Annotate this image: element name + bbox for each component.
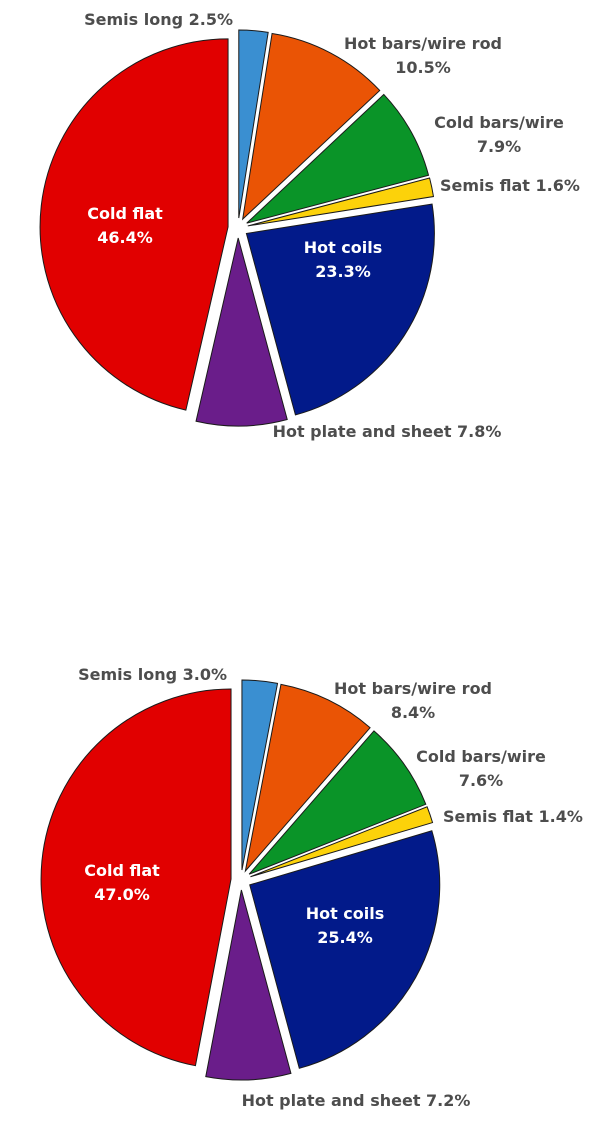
label-cold-bars: Cold bars/wire [434, 113, 564, 132]
pie-slice-semis-long [241, 679, 279, 871]
label-cold-bars-value: 7.9% [477, 137, 521, 156]
label-cold-flat: Cold flat [84, 861, 160, 880]
pie-slice-hot-bars [244, 683, 371, 873]
pie-slice-hot-coils [245, 203, 435, 416]
label-cold-bars-value: 7.6% [459, 771, 503, 790]
pie-slice-cold-bars [246, 93, 430, 224]
label-hot-coils: Hot coils [306, 904, 385, 923]
label-hot-bars: Hot bars/wire rod [344, 34, 502, 53]
label-hot-plate: Hot plate and sheet 7.8% [273, 422, 502, 441]
pie-slice-hot-bars [241, 32, 381, 221]
label-hot-bars: Hot bars/wire rod [334, 679, 492, 698]
pie-slice-semis-long [238, 29, 269, 219]
pie-slice-semis-flat [247, 177, 435, 227]
pie-slice-cold-flat [40, 688, 232, 1067]
label-hot-coils-value: 25.4% [317, 928, 373, 947]
pie-slice-semis-flat [250, 806, 434, 878]
pie-slice-hot-plate [205, 889, 292, 1081]
label-semis-flat: Semis flat 1.6% [440, 176, 580, 195]
pie-slice-cold-bars [248, 730, 427, 875]
label-hot-plate: Hot plate and sheet 7.2% [242, 1091, 471, 1110]
pie-chart-1: Semis long 2.5% Hot bars/wire rod 10.5% … [39, 10, 580, 441]
label-semis-long: Semis long 2.5% [84, 10, 233, 29]
pie-chart-2: Semis long 3.0% Hot bars/wire rod 8.4% C… [40, 665, 583, 1110]
label-hot-bars-value: 10.5% [395, 58, 451, 77]
pie-slice-hot-plate [195, 237, 288, 427]
label-cold-flat: Cold flat [87, 204, 163, 223]
label-semis-long: Semis long 3.0% [78, 665, 227, 684]
label-cold-flat-value: 46.4% [97, 228, 153, 247]
label-hot-coils-value: 23.3% [315, 262, 371, 281]
label-cold-flat-value: 47.0% [94, 885, 150, 904]
pie-slice-hot-coils [249, 830, 441, 1069]
label-semis-flat: Semis flat 1.4% [443, 807, 583, 826]
label-hot-bars-value: 8.4% [391, 703, 435, 722]
label-cold-bars: Cold bars/wire [416, 747, 546, 766]
pie-slice-cold-flat [39, 38, 229, 411]
label-hot-coils: Hot coils [304, 238, 383, 257]
